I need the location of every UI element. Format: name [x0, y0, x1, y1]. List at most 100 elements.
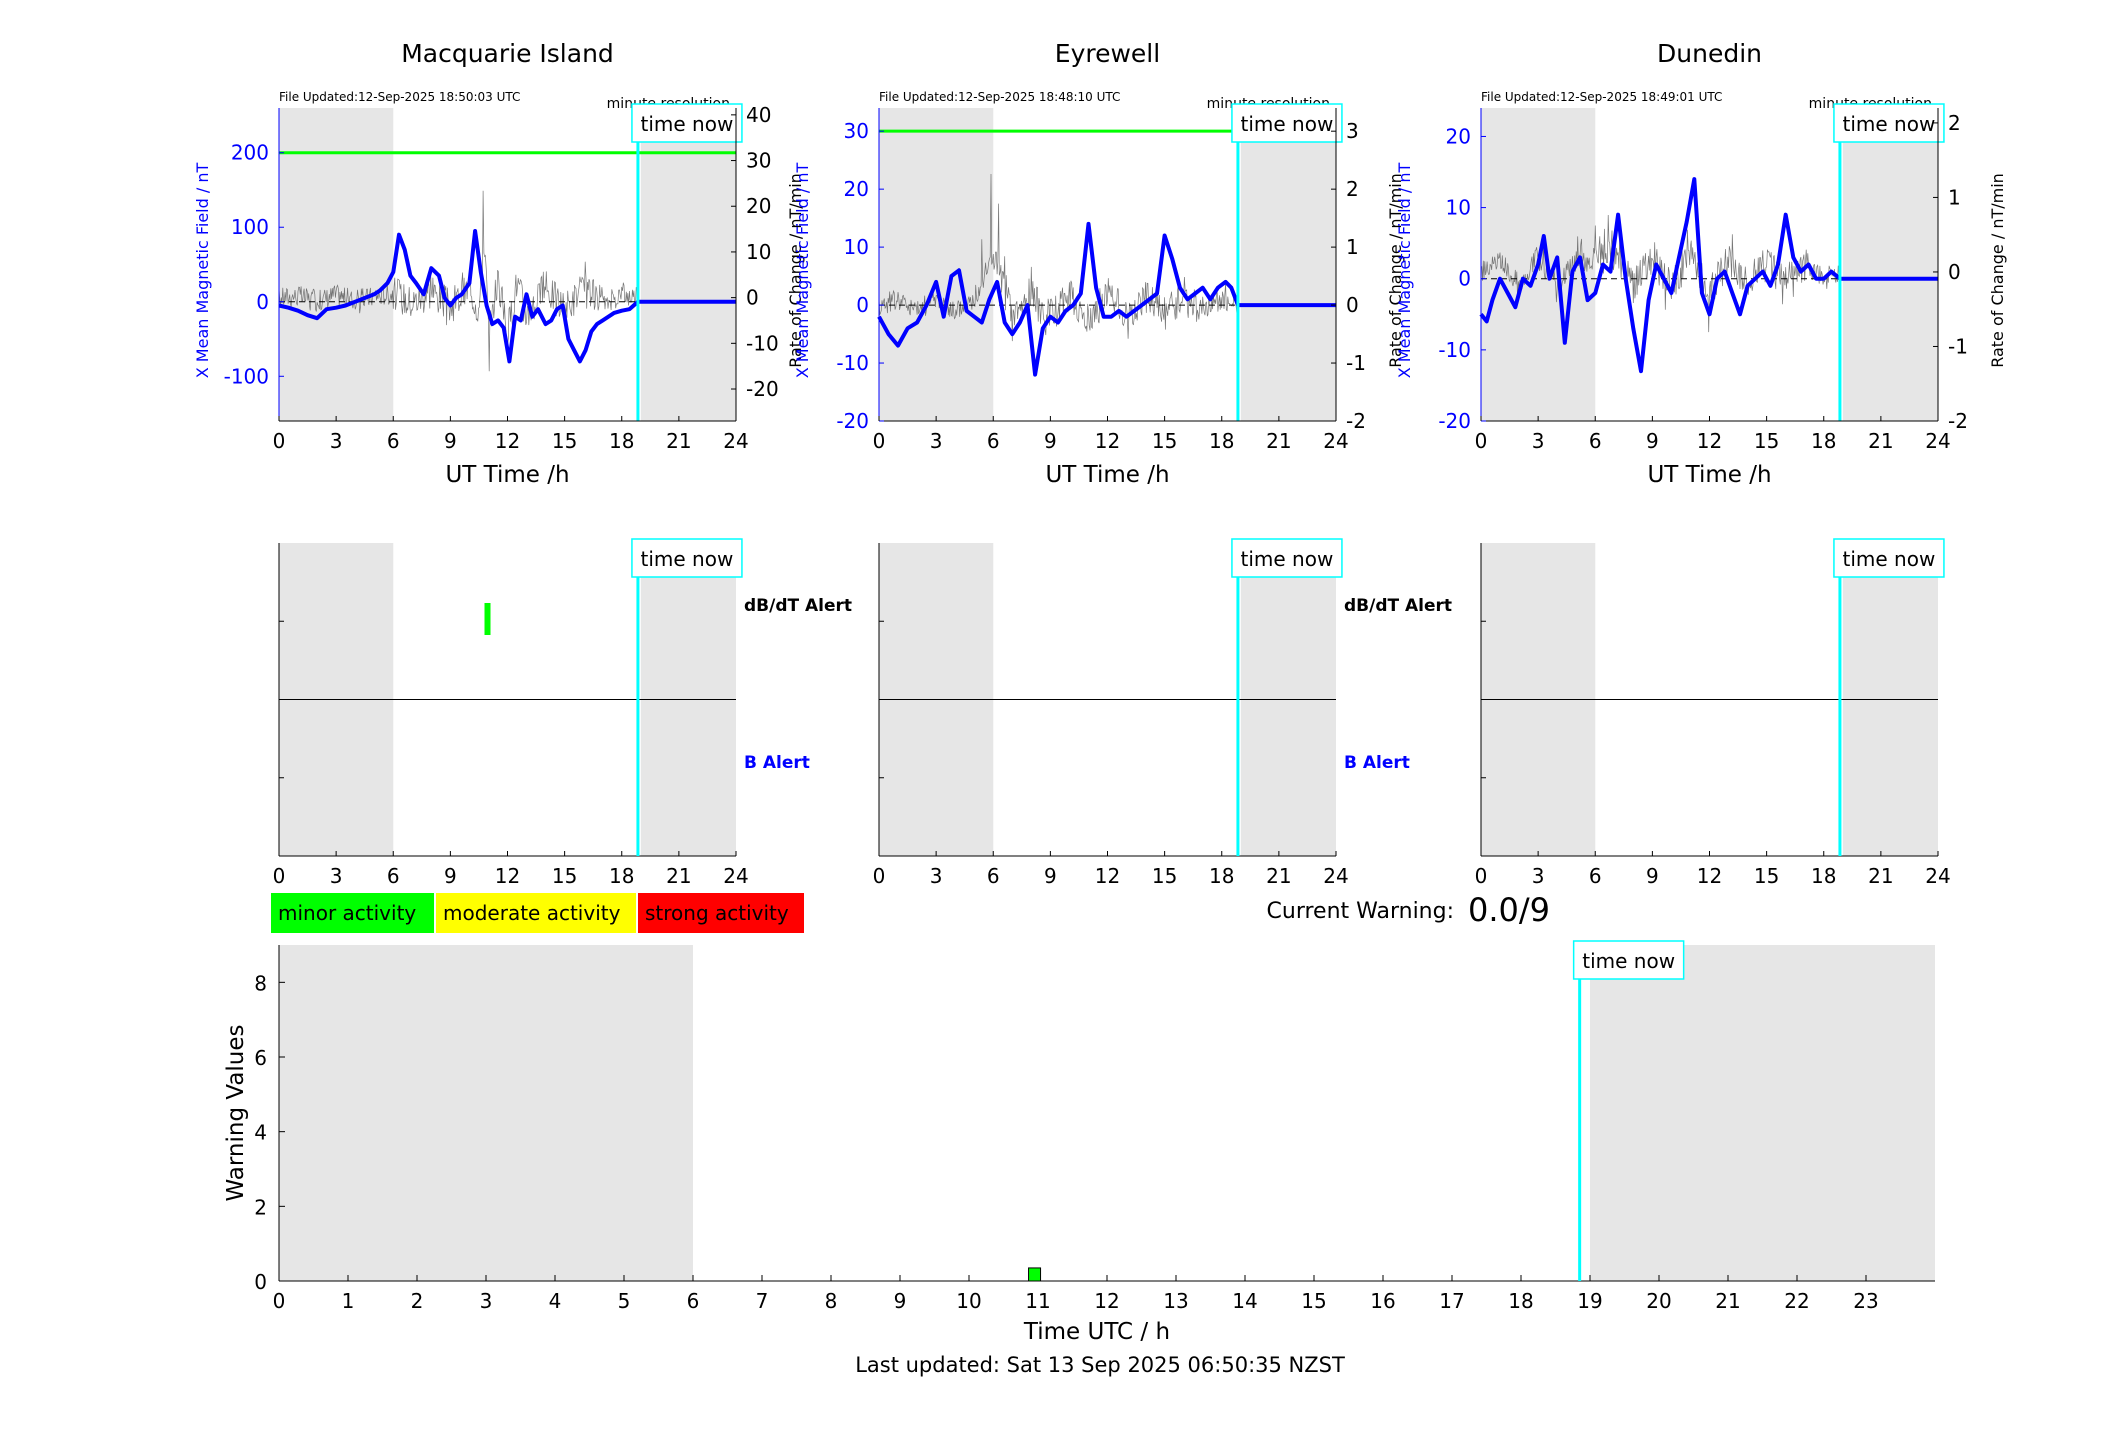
left-tick-label: -10	[836, 351, 869, 375]
shaded-region	[1842, 108, 1938, 421]
time-now-label: time now	[641, 547, 734, 571]
alert-x-tick-label: 6	[987, 864, 1000, 888]
right-tick-label: 1	[1948, 185, 1961, 209]
legend-item-strong: strong activity	[638, 893, 804, 933]
x-field-line	[877, 221, 1336, 377]
x-tick-label: 6	[987, 429, 1000, 453]
warning-x-tick-label: 11	[1025, 1289, 1050, 1313]
warning-y-tick-label: 2	[254, 1195, 267, 1219]
warning-y-tick-label: 0	[254, 1270, 267, 1294]
x-axis-label: UT Time /h	[1647, 462, 1771, 488]
alert-x-tick-label: 6	[1589, 864, 1602, 888]
warning-x-tick-label: 23	[1853, 1289, 1878, 1313]
right-tick-label: 2	[1948, 111, 1961, 135]
alert-x-tick-label: 0	[873, 864, 886, 888]
time-now-label: time now	[1241, 112, 1334, 136]
time-now-marker: time now	[1231, 103, 1343, 143]
warning-x-tick-label: 2	[411, 1289, 424, 1313]
left-tick-label: -20	[836, 409, 869, 433]
x-tick-label: 15	[1754, 429, 1779, 453]
x-tick-label: 12	[1095, 429, 1120, 453]
warning-x-axis-label: Time UTC / h	[1023, 1319, 1170, 1345]
left-y-label: X Mean Magnetic Field / nT	[793, 163, 812, 379]
warning-x-tick-label: 4	[549, 1289, 562, 1313]
alert-x-tick-label: 24	[723, 864, 748, 888]
alert-x-tick-label: 15	[1152, 864, 1177, 888]
rate-of-change-trace	[278, 190, 639, 372]
x-tick-label: 18	[609, 429, 634, 453]
x-tick-label: 15	[552, 429, 577, 453]
alert-time-now-marker: time now	[1231, 538, 1343, 578]
warning-x-tick-label: 15	[1301, 1289, 1326, 1313]
right-tick-label: -2	[1948, 409, 1968, 433]
legend-swatch	[271, 893, 434, 933]
x-tick-label: 0	[1475, 429, 1488, 453]
right-tick-label: 3	[1346, 119, 1359, 143]
warning-x-tick-label: 6	[687, 1289, 700, 1313]
file-updated-text: File Updated:12-Sep-2025 18:49:01 UTC	[1481, 90, 1722, 104]
warning-x-tick-label: 8	[825, 1289, 838, 1313]
alert-event-marker	[484, 603, 491, 635]
x-tick-label: 24	[1323, 429, 1348, 453]
warning-x-tick-label: 19	[1577, 1289, 1602, 1313]
alert-x-tick-label: 9	[1646, 864, 1659, 888]
x-tick-label: 21	[1868, 429, 1893, 453]
dbdt-alert-label: dB/dT Alert	[744, 596, 852, 616]
warning-bar	[1028, 1267, 1042, 1282]
time-now-box	[631, 103, 743, 143]
right-tick-label: -1	[1346, 351, 1366, 375]
right-tick-label: 20	[746, 194, 771, 218]
time-now-box	[1572, 940, 1685, 980]
x-tick-label: 9	[444, 429, 457, 453]
x-tick-label: 6	[387, 429, 400, 453]
left-tick-label: -100	[224, 364, 269, 388]
right-tick-label: -2	[1346, 409, 1366, 433]
warning-x-tick-label: 17	[1439, 1289, 1464, 1313]
warning-x-tick-label: 9	[894, 1289, 907, 1313]
left-tick-label: -20	[1438, 409, 1471, 433]
time-now-marker: time now	[631, 103, 743, 143]
alert-x-tick-label: 15	[1754, 864, 1779, 888]
alert-x-tick-label: 3	[930, 864, 943, 888]
rate-of-change-trace	[1481, 214, 1841, 333]
alert-x-tick-label: 3	[1532, 864, 1545, 888]
x-field-line	[278, 229, 736, 364]
alert-x-tick-label: 0	[273, 864, 286, 888]
warning-y-axis-label: Warning Values	[223, 1024, 249, 1201]
current-warning-label: Current Warning:	[1267, 899, 1454, 924]
x-axis-label: UT Time /h	[445, 462, 569, 488]
left-tick-label: 30	[844, 119, 869, 143]
warning-x-tick-label: 10	[956, 1289, 981, 1313]
alert-x-tick-label: 0	[1475, 864, 1488, 888]
alert-x-tick-label: 18	[1811, 864, 1836, 888]
warning-x-tick-label: 3	[480, 1289, 493, 1313]
time-now-box	[1231, 103, 1343, 143]
dbdt-alert-label: dB/dT Alert	[1344, 596, 1452, 616]
right-tick-label: 40	[746, 103, 771, 127]
alert-x-tick-label: 24	[1925, 864, 1950, 888]
alert-x-tick-label: 12	[495, 864, 520, 888]
warning-shaded-region	[279, 945, 693, 1281]
left-tick-label: 10	[1446, 196, 1471, 220]
warning-x-tick-label: 5	[618, 1289, 631, 1313]
station-panel-dunedin: Dunedin File Updated:12-Sep-2025 18:49:01…	[1395, 39, 2007, 888]
right-tick-label: -20	[746, 377, 779, 401]
station-title: Macquarie Island	[401, 39, 614, 68]
station-panel-eyrewell: Eyrewell File Updated:12-Sep-2025 18:48:1…	[793, 39, 1452, 888]
legend-swatch	[436, 893, 636, 933]
legend-item-moderate: moderate activity	[436, 893, 636, 933]
warning-y-tick-label: 8	[254, 971, 267, 995]
legend-label: moderate activity	[443, 901, 621, 925]
alert-x-tick-label: 15	[552, 864, 577, 888]
warning-x-tick-label: 1	[342, 1289, 355, 1313]
x-tick-label: 3	[1532, 429, 1545, 453]
x-tick-label: 3	[330, 429, 343, 453]
warning-x-tick-label: 18	[1508, 1289, 1533, 1313]
warning-x-tick-label: 16	[1370, 1289, 1395, 1313]
warning-x-tick-label: 13	[1163, 1289, 1188, 1313]
x-field-line	[1479, 177, 1938, 374]
shaded-region	[879, 108, 994, 421]
warning-x-tick-label: 22	[1784, 1289, 1809, 1313]
